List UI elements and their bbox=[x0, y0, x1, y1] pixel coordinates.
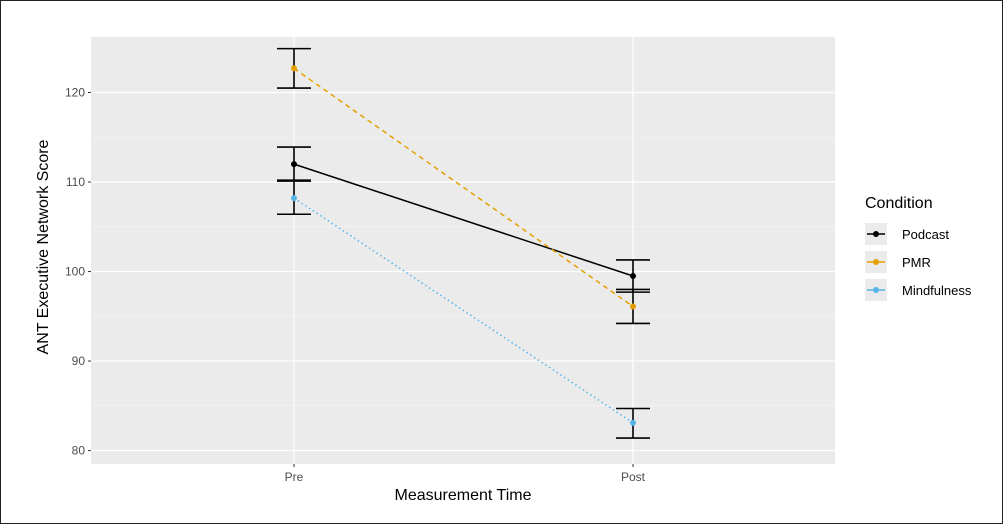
grid-layer bbox=[91, 37, 835, 464]
y-tick-label: 80 bbox=[72, 444, 86, 458]
legend: Condition Podcast PMR Mindfulness bbox=[865, 195, 972, 301]
data-point-mindfulness bbox=[291, 195, 297, 202]
data-point-mindfulness bbox=[630, 419, 636, 426]
y-tick-label: 110 bbox=[66, 175, 85, 189]
data-point-pmr bbox=[630, 303, 636, 310]
series-layer bbox=[277, 47, 650, 439]
plot-panel-layer bbox=[91, 37, 835, 464]
y-tick-label: 100 bbox=[65, 265, 85, 279]
x-tick-label: Post bbox=[621, 470, 646, 484]
legend-label-mindfulness: Mindfulness bbox=[902, 283, 972, 298]
y-tick-label: 90 bbox=[72, 354, 86, 368]
legend-key-point-mindfulness bbox=[873, 287, 879, 293]
series-line-podcast bbox=[293, 163, 634, 277]
legend-key-point-podcast bbox=[873, 231, 879, 237]
x-axis-title: Measurement Time bbox=[395, 487, 532, 504]
legend-title: Condition bbox=[865, 195, 933, 212]
axis-layer: 80 90 100 110 120 Pre Post bbox=[65, 86, 646, 484]
series-line-mindfulness bbox=[293, 197, 634, 424]
y-axis-title: ANT Executive Network Score bbox=[35, 139, 52, 354]
legend-key-point-pmr bbox=[873, 259, 879, 265]
legend-label-podcast: Podcast bbox=[902, 227, 949, 242]
plot-panel bbox=[91, 37, 835, 464]
data-point-podcast bbox=[630, 273, 636, 280]
series-pmr bbox=[277, 47, 650, 325]
series-mindfulness bbox=[277, 180, 650, 439]
data-point-podcast bbox=[291, 161, 297, 168]
y-tick-label: 120 bbox=[65, 86, 85, 100]
x-tick-label: Pre bbox=[285, 470, 304, 484]
series-line-pmr bbox=[293, 67, 634, 308]
data-point-pmr bbox=[291, 65, 297, 72]
legend-label-pmr: PMR bbox=[902, 255, 931, 270]
series-podcast bbox=[277, 146, 650, 293]
